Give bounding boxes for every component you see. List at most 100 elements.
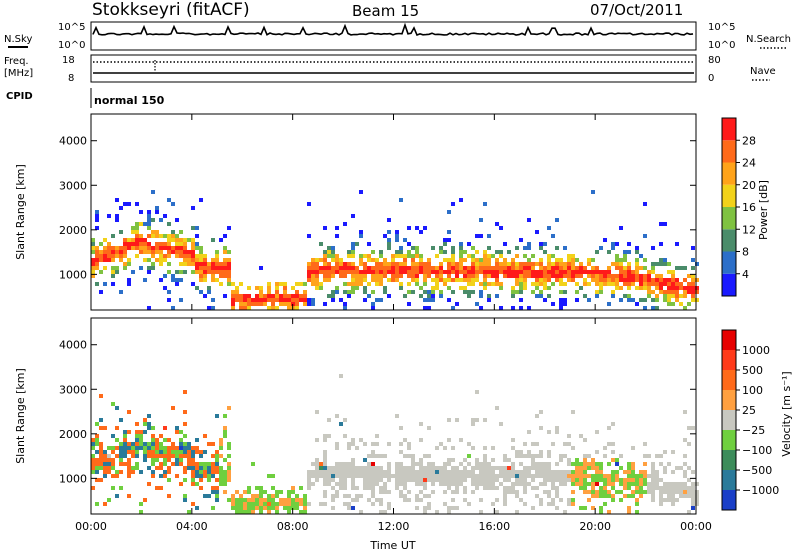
heatmap-cell [443,446,447,450]
heatmap-cell [323,470,327,474]
heatmap-cell [531,466,535,470]
heatmap-cell [639,298,643,302]
heatmap-cell [427,266,431,270]
heatmap-cell [347,266,351,270]
heatmap-cell [275,510,279,514]
heatmap-cell [591,258,595,262]
heatmap-cell [615,262,619,266]
heatmap-cell [163,242,167,246]
heatmap-cell [163,454,167,458]
heatmap-cell [447,418,451,422]
heatmap-cell [535,494,539,498]
heatmap-cell [419,462,423,466]
heatmap-cell [367,474,371,478]
colorbar-segment [722,450,736,470]
heatmap-cell [459,462,463,466]
heatmap-cell [459,474,463,478]
heatmap-cell [559,470,563,474]
heatmap-cell [331,474,335,478]
heatmap-cell [511,274,515,278]
heatmap-cell [591,458,595,462]
heatmap-cell [247,506,251,510]
heatmap-cell [107,470,111,474]
heatmap-cell [571,278,575,282]
heatmap-cell [467,254,471,258]
heatmap-cell [387,506,391,510]
heatmap-cell [99,442,103,446]
heatmap-cell [691,282,695,286]
heatmap-cell [479,474,483,478]
heatmap-cell [495,510,499,514]
heatmap-cell [351,486,355,490]
heatmap-cell [563,510,567,514]
heatmap-cell [575,270,579,274]
heatmap-cell [407,274,411,278]
heatmap-cell [471,478,475,482]
heatmap-cell [127,494,131,498]
heatmap-cell [659,282,663,286]
heatmap-cell [343,282,347,286]
heatmap-cell [431,462,435,466]
heatmap-cell [667,494,671,498]
heatmap-cell [227,266,231,270]
heatmap-cell [555,278,559,282]
heatmap-cell [183,454,187,458]
heatmap-cell [335,446,339,450]
heatmap-cell [227,462,231,466]
heatmap-cell [627,250,631,254]
heatmap-cell [615,274,619,278]
heatmap-cell [563,474,567,478]
heatmap-cell [619,258,623,262]
heatmap-cell [495,274,499,278]
heatmap-cell [463,490,467,494]
heatmap-cell [467,278,471,282]
heatmap-cell [171,234,175,238]
heatmap-cell [239,302,243,306]
heatmap-cell [111,434,115,438]
heatmap-cell [599,510,603,514]
heatmap-cell [167,290,171,294]
heatmap-cell [687,486,691,490]
heatmap-cell [603,446,607,450]
heatmap-cell [235,286,239,290]
heatmap-cell [551,262,555,266]
heatmap-cell [519,270,523,274]
heatmap-cell [207,466,211,470]
heatmap-cell [623,254,627,258]
heatmap-cell [595,470,599,474]
heatmap-cell [351,458,355,462]
heatmap-cell [323,226,327,230]
heatmap-cell [523,274,527,278]
heatmap-cell [335,470,339,474]
heatmap-cell [543,490,547,494]
heatmap-cell [307,274,311,278]
heatmap-cell [659,498,663,502]
heatmap-cell [99,394,103,398]
heatmap-cell [571,502,575,506]
heatmap-cell [251,494,255,498]
heatmap-cell [463,466,467,470]
heatmap-cell [259,506,263,510]
heatmap-cell [671,290,675,294]
heatmap-cell [215,462,219,466]
heatmap-cell [539,426,543,430]
heatmap-cell [551,442,555,446]
heatmap-cell [415,474,419,478]
heatmap-cell [347,466,351,470]
heatmap-cell [231,282,235,286]
heatmap-cell [635,486,639,490]
heatmap-cell [215,250,219,254]
heatmap-cell [391,270,395,274]
heatmap-cell [371,450,375,454]
heatmap-cell [523,262,527,266]
heatmap-cell [459,478,463,482]
heatmap-cell [595,290,599,294]
heatmap-cell [455,278,459,282]
heatmap-cell [595,278,599,282]
heatmap-cell [419,286,423,290]
heatmap-cell [427,454,431,458]
heatmap-cell [551,270,555,274]
heatmap-cell [647,290,651,294]
heatmap-cell [127,462,131,466]
heatmap-cell [435,470,439,474]
